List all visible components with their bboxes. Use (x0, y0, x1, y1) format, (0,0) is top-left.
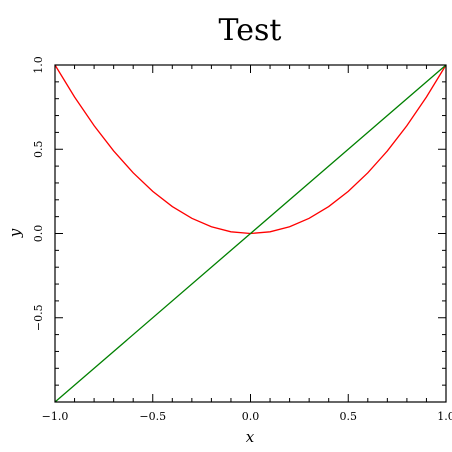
x-tick-label: 0.0 (242, 410, 260, 423)
series-line-1 (54, 64, 447, 235)
y-tick-label: −0.5 (32, 304, 45, 331)
chart-title: Test (219, 13, 282, 48)
x-tick-label: 1.0 (437, 410, 452, 423)
y-axis-label: y (6, 228, 24, 238)
y-tick-label: 1.0 (32, 56, 45, 74)
x-axis-label: x (246, 428, 255, 446)
series-line-2 (54, 64, 447, 403)
ticks-layer (54, 64, 447, 402)
x-tick-label: −1.0 (42, 410, 69, 423)
x-tick-label: −0.5 (139, 410, 166, 423)
x-tick-label: 0.5 (340, 410, 358, 423)
tick-labels-layer: −1.0 −0.5 0.0 0.5 1.0 −0.5 0.0 0.5 1.0 (32, 56, 452, 423)
series-layer (54, 64, 447, 403)
y-tick-label: 0.0 (32, 225, 45, 243)
y-tick-label: 0.5 (32, 141, 45, 159)
